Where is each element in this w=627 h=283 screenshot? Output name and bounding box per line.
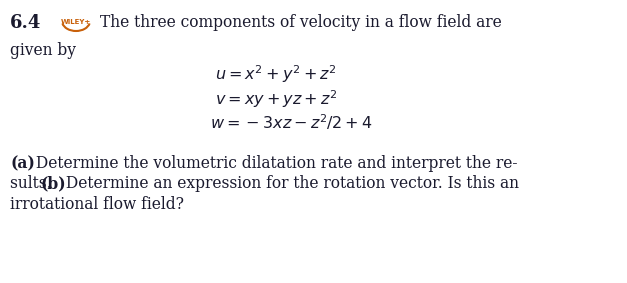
Text: sults.: sults. <box>10 175 56 192</box>
Text: 6.4: 6.4 <box>10 14 41 32</box>
Text: WILEY+: WILEY+ <box>61 19 91 25</box>
Text: $\mathit{v} = xy + yz + z^2$: $\mathit{v} = xy + yz + z^2$ <box>215 88 337 110</box>
Text: (b): (b) <box>40 175 66 192</box>
Text: $\mathit{u} = x^2 + y^2 + z^2$: $\mathit{u} = x^2 + y^2 + z^2$ <box>215 63 337 85</box>
Text: $\mathit{w} = -3xz - z^2/2 + 4$: $\mathit{w} = -3xz - z^2/2 + 4$ <box>210 113 372 133</box>
Text: irrotational flow field?: irrotational flow field? <box>10 196 184 213</box>
Text: (a): (a) <box>10 155 35 172</box>
Text: Determine the volumetric dilatation rate and interpret the re-: Determine the volumetric dilatation rate… <box>31 155 517 172</box>
Text: The three components of velocity in a flow field are: The three components of velocity in a fl… <box>100 14 502 31</box>
Text: Determine an expression for the rotation vector. Is this an: Determine an expression for the rotation… <box>61 175 519 192</box>
Text: given by: given by <box>10 42 76 59</box>
